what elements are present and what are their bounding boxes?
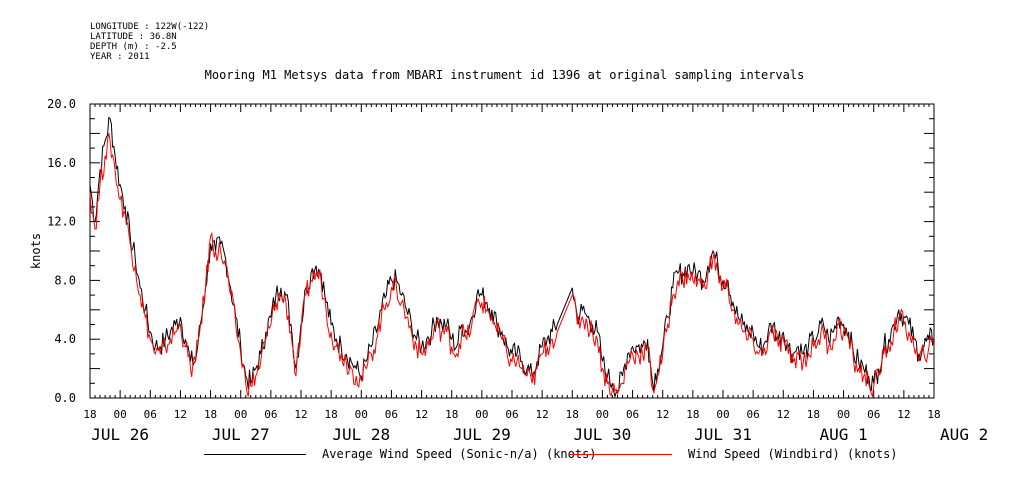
x-hour-label: 12 xyxy=(656,408,669,421)
longitude-label: LONGITUDE : 122W(-122) xyxy=(90,22,210,32)
x-hour-label: 06 xyxy=(505,408,518,421)
x-hour-label: 12 xyxy=(897,408,910,421)
x-date-label: AUG 2 xyxy=(940,425,988,444)
x-hour-label: 18 xyxy=(566,408,579,421)
legend-label-average: Average Wind Speed (Sonic-n/a) (knots) xyxy=(322,447,597,461)
series-windbird-line xyxy=(89,133,935,399)
y-tick-label: 20.0 xyxy=(47,97,76,111)
x-hour-label: 18 xyxy=(807,408,820,421)
legend-swatch-average xyxy=(204,454,306,455)
y-tick-label: 0.0 xyxy=(54,391,76,405)
x-hour-label: 12 xyxy=(536,408,549,421)
y-tick-label: 12.0 xyxy=(47,215,76,229)
y-axis-label: knots xyxy=(29,233,43,269)
x-hour-label: 00 xyxy=(716,408,729,421)
x-hour-label: 18 xyxy=(927,408,940,421)
x-date-label: JUL 30 xyxy=(574,425,632,444)
x-hour-label: 12 xyxy=(174,408,187,421)
x-hour-label: 00 xyxy=(837,408,850,421)
latitude-label: LATITUDE : 36.8N xyxy=(90,32,177,42)
x-hour-label: 06 xyxy=(626,408,639,421)
x-date-label: JUL 28 xyxy=(332,425,390,444)
x-hour-label: 06 xyxy=(385,408,398,421)
depth-label: DEPTH (m) : -2.5 xyxy=(90,42,177,52)
x-hour-label: 06 xyxy=(264,408,277,421)
chart-title: Mooring M1 Metsys data from MBARI instru… xyxy=(204,68,805,82)
x-date-label: AUG 1 xyxy=(819,425,867,444)
x-hour-label: 12 xyxy=(415,408,428,421)
x-hour-label: 06 xyxy=(144,408,157,421)
x-date-label: JUL 31 xyxy=(694,425,752,444)
x-date-label: JUL 29 xyxy=(453,425,511,444)
year-label: YEAR : 2011 xyxy=(90,52,150,62)
x-hour-label: 18 xyxy=(325,408,338,421)
x-hour-label: 00 xyxy=(114,408,127,421)
x-hour-label: 06 xyxy=(747,408,760,421)
x-hour-label: 06 xyxy=(867,408,880,421)
x-hour-label: 18 xyxy=(83,408,96,421)
y-tick-label: 8.0 xyxy=(54,273,76,287)
x-hour-label: 00 xyxy=(475,408,488,421)
y-tick-label: 16.0 xyxy=(47,156,76,170)
x-hour-label: 00 xyxy=(355,408,368,421)
x-hour-label: 18 xyxy=(686,408,699,421)
legend-swatch-windbird xyxy=(570,454,672,455)
x-hour-label: 12 xyxy=(777,408,790,421)
x-hour-label: 12 xyxy=(294,408,307,421)
x-hour-label: 00 xyxy=(234,408,247,421)
y-tick-label: 4.0 xyxy=(54,332,76,346)
x-date-label: JUL 26 xyxy=(91,425,149,444)
x-hour-label: 00 xyxy=(596,408,609,421)
x-hour-label: 18 xyxy=(445,408,458,421)
x-hour-label: 18 xyxy=(204,408,217,421)
x-date-label: JUL 27 xyxy=(212,425,270,444)
legend-label-windbird: Wind Speed (Windbird) (knots) xyxy=(688,447,898,461)
